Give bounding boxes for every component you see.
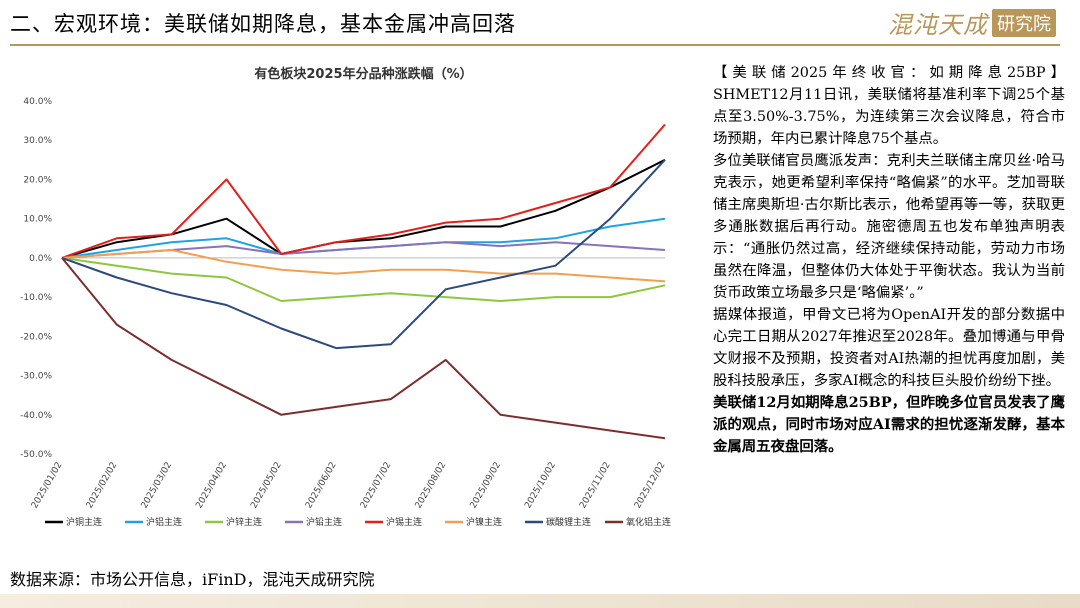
x-tick-label: 2025/05/02 xyxy=(249,461,284,511)
y-tick-label: 10.0% xyxy=(23,215,52,225)
commentary-paragraph-2: 多位美联储官员鹰派发声：克利夫兰联储主席贝丝·哈马克表示，她更希望利率保持“略偏… xyxy=(713,153,1065,301)
x-tick-label: 2025/10/02 xyxy=(523,461,558,511)
line-chart: 有色板块2025年分品种涨跌幅（%） 40.0% 30.0% 20.0% 10.0% 0.… xyxy=(20,66,671,528)
legend-label-0: 沪铜主连 xyxy=(66,516,102,528)
legend-label-2: 沪锌主连 xyxy=(226,516,262,528)
y-tick-label: -20.0% xyxy=(20,332,52,342)
data-source-note: 数据来源：市场公开信息，iFinD，混沌天成研究院 xyxy=(10,570,375,589)
x-tick-label: 2025/02/02 xyxy=(85,461,120,511)
y-tick-label: 0.0% xyxy=(29,254,52,264)
x-tick-label: 2025/12/02 xyxy=(633,461,668,511)
legend-label-7: 氧化铝主连 xyxy=(626,516,671,528)
x-tick-label: 2025/04/02 xyxy=(194,461,229,511)
commentary-panel: 【美联储2025年终收官：如期降息25BP】SHMET12月11日讯，美联储将基… xyxy=(713,62,1065,458)
y-tick-label: 20.0% xyxy=(23,175,52,185)
logo: 混沌天成 研究院 xyxy=(888,5,1056,40)
page-title: 二、宏观环境：美联储如期降息，基本金属冲高回落 xyxy=(10,12,516,36)
header: 二、宏观环境：美联储如期降息，基本金属冲高回落 混沌天成 研究院 xyxy=(0,0,1080,46)
series-line-7 xyxy=(61,257,666,440)
x-tick-label: 2025/09/02 xyxy=(469,460,504,510)
series-line-2 xyxy=(61,256,666,302)
x-tick-label: 2025/08/02 xyxy=(414,461,449,511)
series-line-5 xyxy=(61,249,666,283)
y-tick-label: 40.0% xyxy=(23,97,52,107)
chart-title: 有色板块2025年分品种涨跌幅（%） xyxy=(254,66,472,82)
y-tick-label: -30.0% xyxy=(20,372,52,382)
y-tick-label: -40.0% xyxy=(20,411,52,421)
series-line-6 xyxy=(61,159,666,350)
legend-label-6: 碳酸锂主连 xyxy=(546,516,591,528)
commentary-conclusion: 美联储12月如期降息25BP，但昨晚多位官员发表了鹰派的观点，同时市场对应AI需… xyxy=(713,394,1065,455)
header-divider xyxy=(10,44,1060,46)
x-tick-label: 2025/06/02 xyxy=(304,461,339,511)
y-tick-label: -50.0% xyxy=(20,450,52,460)
y-tick-label: 30.0% xyxy=(23,136,52,146)
footer-band xyxy=(0,594,1080,608)
series-line-4 xyxy=(61,123,666,259)
x-tick-label: 2025/11/02 xyxy=(578,461,613,511)
x-tick-label: 2025/01/02 xyxy=(30,461,65,511)
legend-label-1: 沪铝主连 xyxy=(146,516,182,528)
commentary-paragraph-3: 据媒体报道，甲骨文已将为OpenAI开发的部分数据中心完工日期从2027年推迟至… xyxy=(713,307,1065,389)
chart-container: 有色板块2025年分品种涨跌幅（%） 40.0% 30.0% 20.0% 10.0% 0.… xyxy=(0,56,700,546)
logo-sub-text: 研究院 xyxy=(992,8,1056,37)
legend-label-4: 沪锡主连 xyxy=(386,516,422,528)
legend-label-3: 沪铅主连 xyxy=(306,516,342,528)
legend-label-5: 沪镍主连 xyxy=(466,516,502,528)
x-tick-label: 2025/07/02 xyxy=(359,461,394,511)
commentary-paragraph-1: 【美联储2025年终收官：如期降息25BP】SHMET12月11日讯，美联储将基… xyxy=(713,65,1065,147)
x-tick-label: 2025/03/02 xyxy=(140,461,175,511)
y-tick-label: -10.0% xyxy=(20,293,52,303)
logo-main-text: 混沌天成 xyxy=(888,11,988,39)
